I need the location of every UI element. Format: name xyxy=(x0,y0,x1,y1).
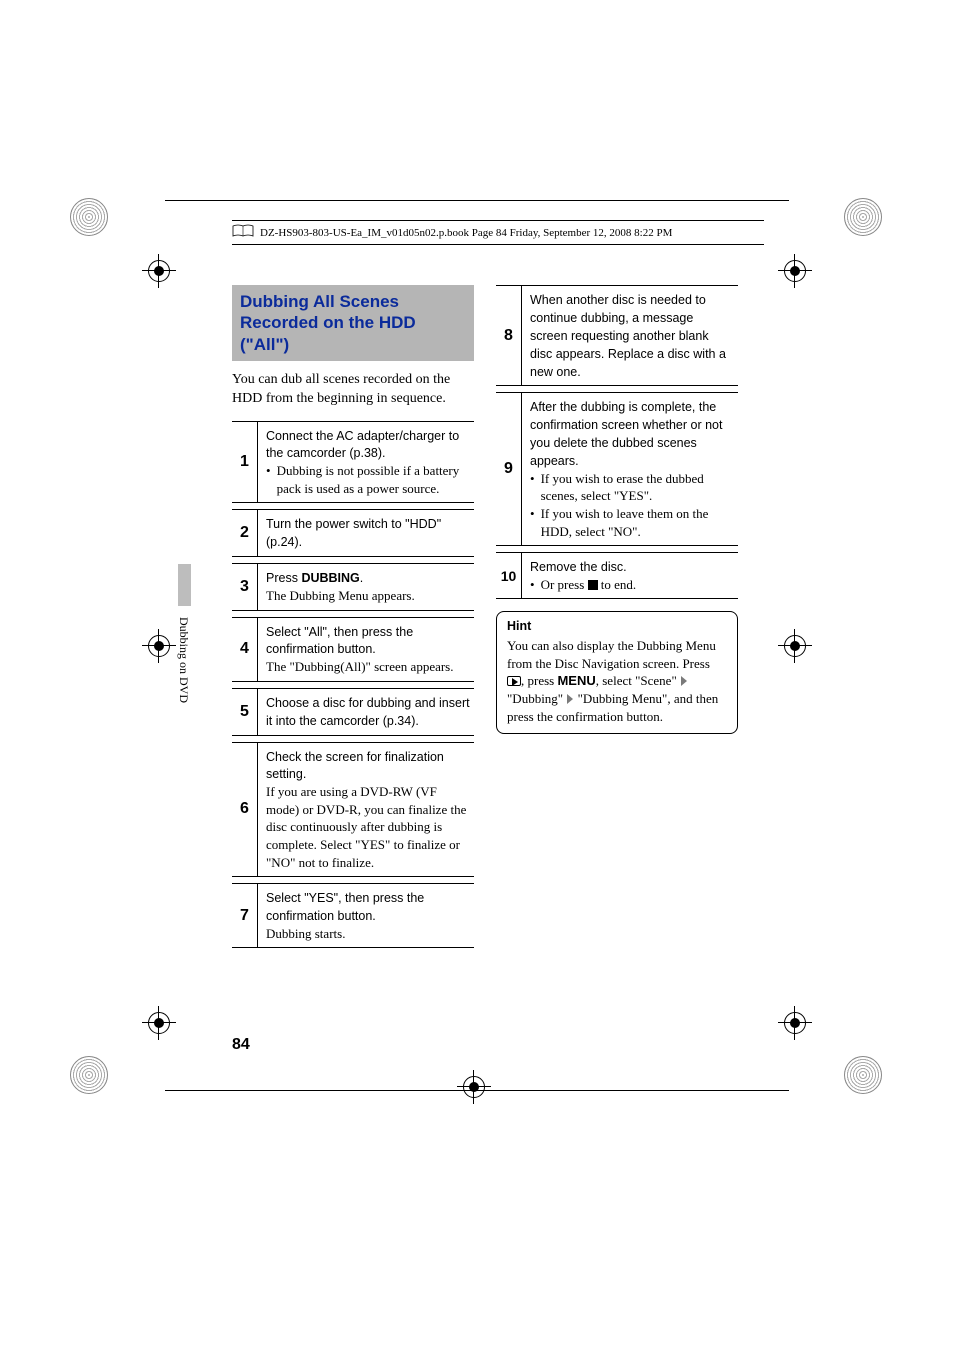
step-lead: Select "YES", then press the confirmatio… xyxy=(266,891,424,923)
step-number: 10 xyxy=(496,553,522,598)
step-number: 2 xyxy=(232,510,258,556)
side-tab-marker xyxy=(178,564,191,606)
stop-icon xyxy=(588,580,598,590)
page-header: DZ-HS903-803-US-Ea_IM_v01d05n02.p.book P… xyxy=(232,220,764,245)
step-number: 5 xyxy=(232,689,258,735)
book-icon xyxy=(232,224,254,241)
step-body: After the dubbing is complete, the confi… xyxy=(522,393,738,545)
registration-mark xyxy=(148,260,170,282)
step-lead-suffix: . xyxy=(360,571,363,585)
step-lead-prefix: Press xyxy=(266,571,301,585)
triangle-icon xyxy=(567,694,573,704)
step-bullet: If you wish to erase the dubbed scenes, … xyxy=(530,470,734,505)
crop-mark xyxy=(70,198,110,238)
crop-mark xyxy=(844,1056,884,1096)
column-right: 8 When another disc is needed to continu… xyxy=(496,285,738,954)
step-5: 5 Choose a disc for dubbing and insert i… xyxy=(232,688,474,736)
step-detail: The "Dubbing(All)" screen appears. xyxy=(266,658,470,676)
step-lead: Choose a disc for dubbing and insert it … xyxy=(266,696,470,728)
stop-note-suffix: to end. xyxy=(598,577,637,592)
step-detail: The Dubbing Menu appears. xyxy=(266,587,470,605)
step-bullet: If you wish to leave them on the HDD, se… xyxy=(530,505,734,540)
step-lead: When another disc is needed to continue … xyxy=(530,293,726,379)
step-lead: After the dubbing is complete, the confi… xyxy=(530,400,722,468)
hint-text: , select "Scene" xyxy=(596,673,680,688)
trim-line xyxy=(165,200,789,201)
step-number: 4 xyxy=(232,618,258,681)
step-3: 3 Press DUBBING. The Dubbing Menu appear… xyxy=(232,563,474,610)
step-number: 3 xyxy=(232,564,258,609)
step-bullet: Dubbing is not possible if a battery pac… xyxy=(266,462,470,497)
step-body: Press DUBBING. The Dubbing Menu appears. xyxy=(258,564,474,609)
step-lead: Check the screen for finalization settin… xyxy=(266,750,444,782)
step-number: 8 xyxy=(496,286,522,385)
play-icon xyxy=(507,676,521,686)
step-body: Check the screen for finalization settin… xyxy=(258,743,474,876)
step-4: 4 Select "All", then press the confirmat… xyxy=(232,617,474,682)
step-body: Connect the AC adapter/charger to the ca… xyxy=(258,422,474,503)
step-10: 10 Remove the disc. Or press to end. xyxy=(496,552,738,599)
registration-mark xyxy=(148,635,170,657)
step-9: 9 After the dubbing is complete, the con… xyxy=(496,392,738,546)
hint-title: Hint xyxy=(507,618,727,635)
step-body: Choose a disc for dubbing and insert it … xyxy=(258,689,474,735)
step-number: 9 xyxy=(496,393,522,545)
step-lead: Select "All", then press the confirmatio… xyxy=(266,625,413,657)
side-tab-label: Dubbing on DVD xyxy=(176,617,191,703)
step-detail: If you are using a DVD-RW (VF mode) or D… xyxy=(266,783,470,871)
step-2: 2 Turn the power switch to "HDD" (p.24). xyxy=(232,509,474,557)
step-lead-bold: DUBBING xyxy=(301,571,359,585)
page-content: Dubbing All Scenes Recorded on the HDD (… xyxy=(232,285,738,954)
hint-text: You can also display the Dubbing Menu fr… xyxy=(507,638,716,671)
trim-line xyxy=(165,1090,789,1091)
registration-mark xyxy=(784,635,806,657)
hint-text: "Dubbing" xyxy=(507,691,566,706)
page-number: 84 xyxy=(232,1036,250,1054)
step-detail: Dubbing starts. xyxy=(266,925,470,943)
step-lead: Connect the AC adapter/charger to the ca… xyxy=(266,429,459,461)
step-lead: Turn the power switch to "HDD" (p.24). xyxy=(266,517,441,549)
page-header-text: DZ-HS903-803-US-Ea_IM_v01d05n02.p.book P… xyxy=(260,227,672,239)
step-7: 7 Select "YES", then press the confirmat… xyxy=(232,883,474,948)
registration-mark xyxy=(784,1012,806,1034)
step-body: Turn the power switch to "HDD" (p.24). xyxy=(258,510,474,556)
step-number: 1 xyxy=(232,422,258,503)
step-body: Remove the disc. Or press to end. xyxy=(522,553,738,598)
step-body: Select "All", then press the confirmatio… xyxy=(258,618,474,681)
registration-mark xyxy=(784,260,806,282)
hint-text: , press xyxy=(521,673,557,688)
crop-mark xyxy=(844,198,884,238)
step-number: 7 xyxy=(232,884,258,947)
hint-box: Hint You can also display the Dubbing Me… xyxy=(496,611,738,734)
step-8: 8 When another disc is needed to continu… xyxy=(496,285,738,386)
section-title: Dubbing All Scenes Recorded on the HDD (… xyxy=(232,285,474,361)
step-body: Select "YES", then press the confirmatio… xyxy=(258,884,474,947)
side-tab: Dubbing on DVD xyxy=(178,604,206,744)
registration-mark xyxy=(148,1012,170,1034)
step-lead: Remove the disc. xyxy=(530,560,627,574)
registration-mark xyxy=(463,1076,485,1098)
step-body: When another disc is needed to continue … xyxy=(522,286,738,385)
column-left: Dubbing All Scenes Recorded on the HDD (… xyxy=(232,285,474,954)
section-intro: You can dub all scenes recorded on the H… xyxy=(232,371,474,409)
step-1: 1 Connect the AC adapter/charger to the … xyxy=(232,421,474,504)
crop-mark xyxy=(70,1056,110,1096)
stop-note-prefix: Or press xyxy=(541,577,588,592)
step-bullet: Or press to end. xyxy=(530,576,734,594)
triangle-icon xyxy=(681,676,687,686)
hint-menu-text: MENU xyxy=(557,673,595,688)
step-number: 6 xyxy=(232,743,258,876)
step-6: 6 Check the screen for finalization sett… xyxy=(232,742,474,877)
